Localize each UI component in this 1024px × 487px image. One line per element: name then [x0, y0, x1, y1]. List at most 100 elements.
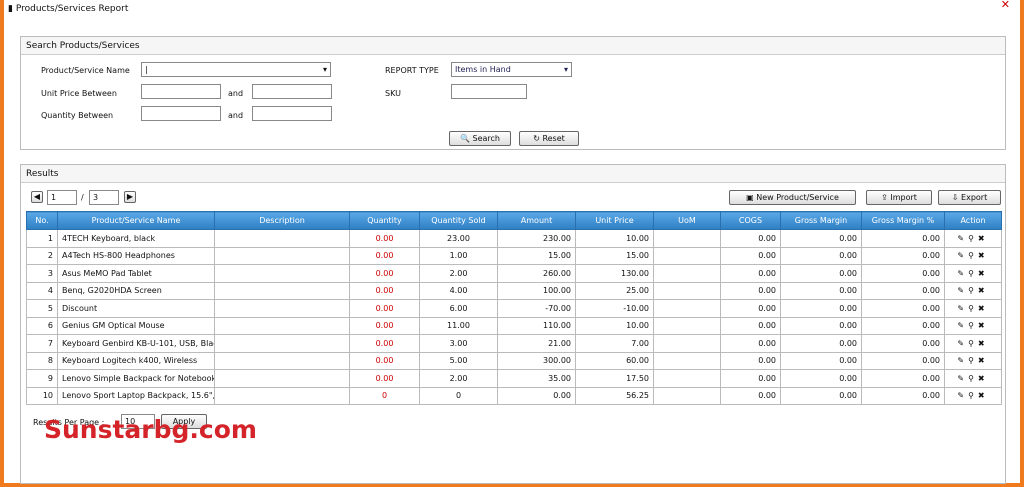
cell: 6.00: [419, 299, 498, 318]
label: Unit Price Between: [41, 89, 117, 98]
action-icon[interactable]: ✎: [957, 233, 969, 243]
action-icon[interactable]: ⚲: [968, 303, 978, 313]
action-icon[interactable]: ⚲: [968, 268, 978, 278]
cell: 2.00: [419, 264, 498, 283]
input[interactable]: [252, 106, 332, 121]
cell: 5.00: [419, 351, 498, 370]
apply-button[interactable]: Apply: [161, 414, 207, 429]
action-icon[interactable]: ✖: [977, 251, 989, 261]
action-cell: ✎⚲✖: [944, 281, 1002, 300]
action-icon[interactable]: ⚲: [968, 251, 978, 261]
cell: 0.00: [720, 281, 781, 300]
empty-cell: [653, 281, 721, 300]
action-icon[interactable]: ⚲: [968, 338, 978, 348]
action-icon[interactable]: ✎: [957, 373, 969, 383]
search-button[interactable]: 🔍 Search: [449, 131, 511, 146]
name-select[interactable]: ▾ |: [141, 62, 331, 77]
next-page[interactable]: ▶: [124, 191, 136, 203]
title-text: Products/Services Report: [15, 4, 129, 14]
action-icon[interactable]: ✖: [977, 356, 989, 366]
empty-cell: [214, 299, 350, 318]
input[interactable]: [252, 84, 332, 99]
action-icon[interactable]: ⚲: [968, 373, 978, 383]
cell: 0.00: [780, 264, 862, 283]
action-icon[interactable]: ✎: [957, 391, 969, 401]
action-icon[interactable]: ✖: [977, 321, 989, 331]
cell: 0.00: [349, 316, 420, 335]
action-icon[interactable]: ✎: [957, 321, 969, 331]
empty-cell: [214, 334, 350, 353]
cell: 0.00: [861, 316, 945, 335]
label: SKU: [385, 89, 401, 98]
action-icon[interactable]: ⚲: [968, 391, 978, 401]
action-icon[interactable]: ✖: [977, 373, 989, 383]
action-icon[interactable]: ✖: [977, 338, 989, 348]
empty-cell: [214, 351, 350, 370]
button-text: New Product/Service: [756, 193, 839, 202]
cell: 1.00: [419, 246, 498, 265]
search-panel: Search Products/Services Product/Service…: [20, 36, 1006, 150]
reset-button[interactable]: ↻ Reset: [519, 131, 579, 146]
input[interactable]: [141, 84, 221, 99]
action-cell: ✎⚲✖: [944, 246, 1002, 265]
column-header: Gross Margin %: [861, 211, 945, 230]
cell: 0.00: [780, 369, 862, 388]
column-header: Product/Service Name: [57, 211, 215, 230]
prev-page[interactable]: ◀: [31, 191, 43, 203]
import-button[interactable]: ⇪ Import: [866, 190, 932, 205]
cell: 0.00: [720, 316, 781, 335]
column-header: Gross Margin: [780, 211, 862, 230]
cell: 260.00: [497, 264, 576, 283]
input[interactable]: [451, 84, 527, 99]
action-icon[interactable]: ⚲: [968, 233, 978, 243]
action-icon[interactable]: ✖: [977, 303, 989, 313]
action-icon[interactable]: ✖: [977, 391, 989, 401]
empty-cell: [214, 229, 350, 248]
cell: 0.00: [861, 246, 945, 265]
action-icon[interactable]: ✎: [957, 268, 969, 278]
cell: 0.00: [720, 334, 781, 353]
cell: 0.00: [861, 351, 945, 370]
cell: 0.00: [349, 351, 420, 370]
cell: 10.00: [575, 316, 654, 335]
cell: 0.00: [349, 264, 420, 283]
table-row: 1 4TECH Keyboard, black 0.00 23.00 230.00 10.…: [26, 229, 1002, 248]
action-icon[interactable]: ✎: [957, 303, 969, 313]
input[interactable]: [141, 106, 221, 121]
cell: 7: [26, 334, 58, 353]
report-select[interactable]: ▾ Items in Hand: [451, 62, 572, 77]
action-icon[interactable]: ⚲: [968, 286, 978, 296]
empty-cell: [214, 386, 350, 405]
action-icon[interactable]: ⚲: [968, 356, 978, 366]
cell: 35.00: [497, 369, 576, 388]
page-input[interactable]: 1: [47, 190, 77, 205]
label: Results Per Page :: [33, 418, 105, 427]
action-icon[interactable]: ✎: [957, 356, 969, 366]
action-cell: ✎⚲✖: [944, 386, 1002, 405]
new-button[interactable]: ▣ New Product/Service: [729, 190, 856, 205]
empty-cell: [214, 316, 350, 335]
action-cell: ✎⚲✖: [944, 264, 1002, 283]
cell: 0.00: [349, 334, 420, 353]
action-icon[interactable]: ✖: [977, 233, 989, 243]
action-icon[interactable]: ✎: [957, 338, 969, 348]
action-icon[interactable]: ✖: [977, 268, 989, 278]
action-icon[interactable]: ✎: [957, 286, 969, 296]
column-header: Unit Price: [575, 211, 654, 230]
close-icon[interactable]: ✕: [1000, 0, 1010, 11]
cell: 0.00: [720, 386, 781, 405]
cell: 0.00: [861, 229, 945, 248]
empty-cell: [653, 334, 721, 353]
action-icon[interactable]: ✖: [977, 286, 989, 296]
action-icon[interactable]: ✎: [957, 251, 969, 261]
per-page-input[interactable]: 10: [121, 414, 155, 429]
cell: Lenovo Sport Laptop Backpack, 15.6",...: [57, 386, 215, 405]
empty-cell: [653, 229, 721, 248]
export-button[interactable]: ⇩ Export: [938, 190, 1001, 205]
empty-cell: [653, 299, 721, 318]
watermark: Sunstarbg.com: [44, 415, 257, 444]
empty-cell: [653, 386, 721, 405]
button-text: Import: [890, 193, 917, 202]
empty-cell: [653, 316, 721, 335]
action-icon[interactable]: ⚲: [968, 321, 978, 331]
